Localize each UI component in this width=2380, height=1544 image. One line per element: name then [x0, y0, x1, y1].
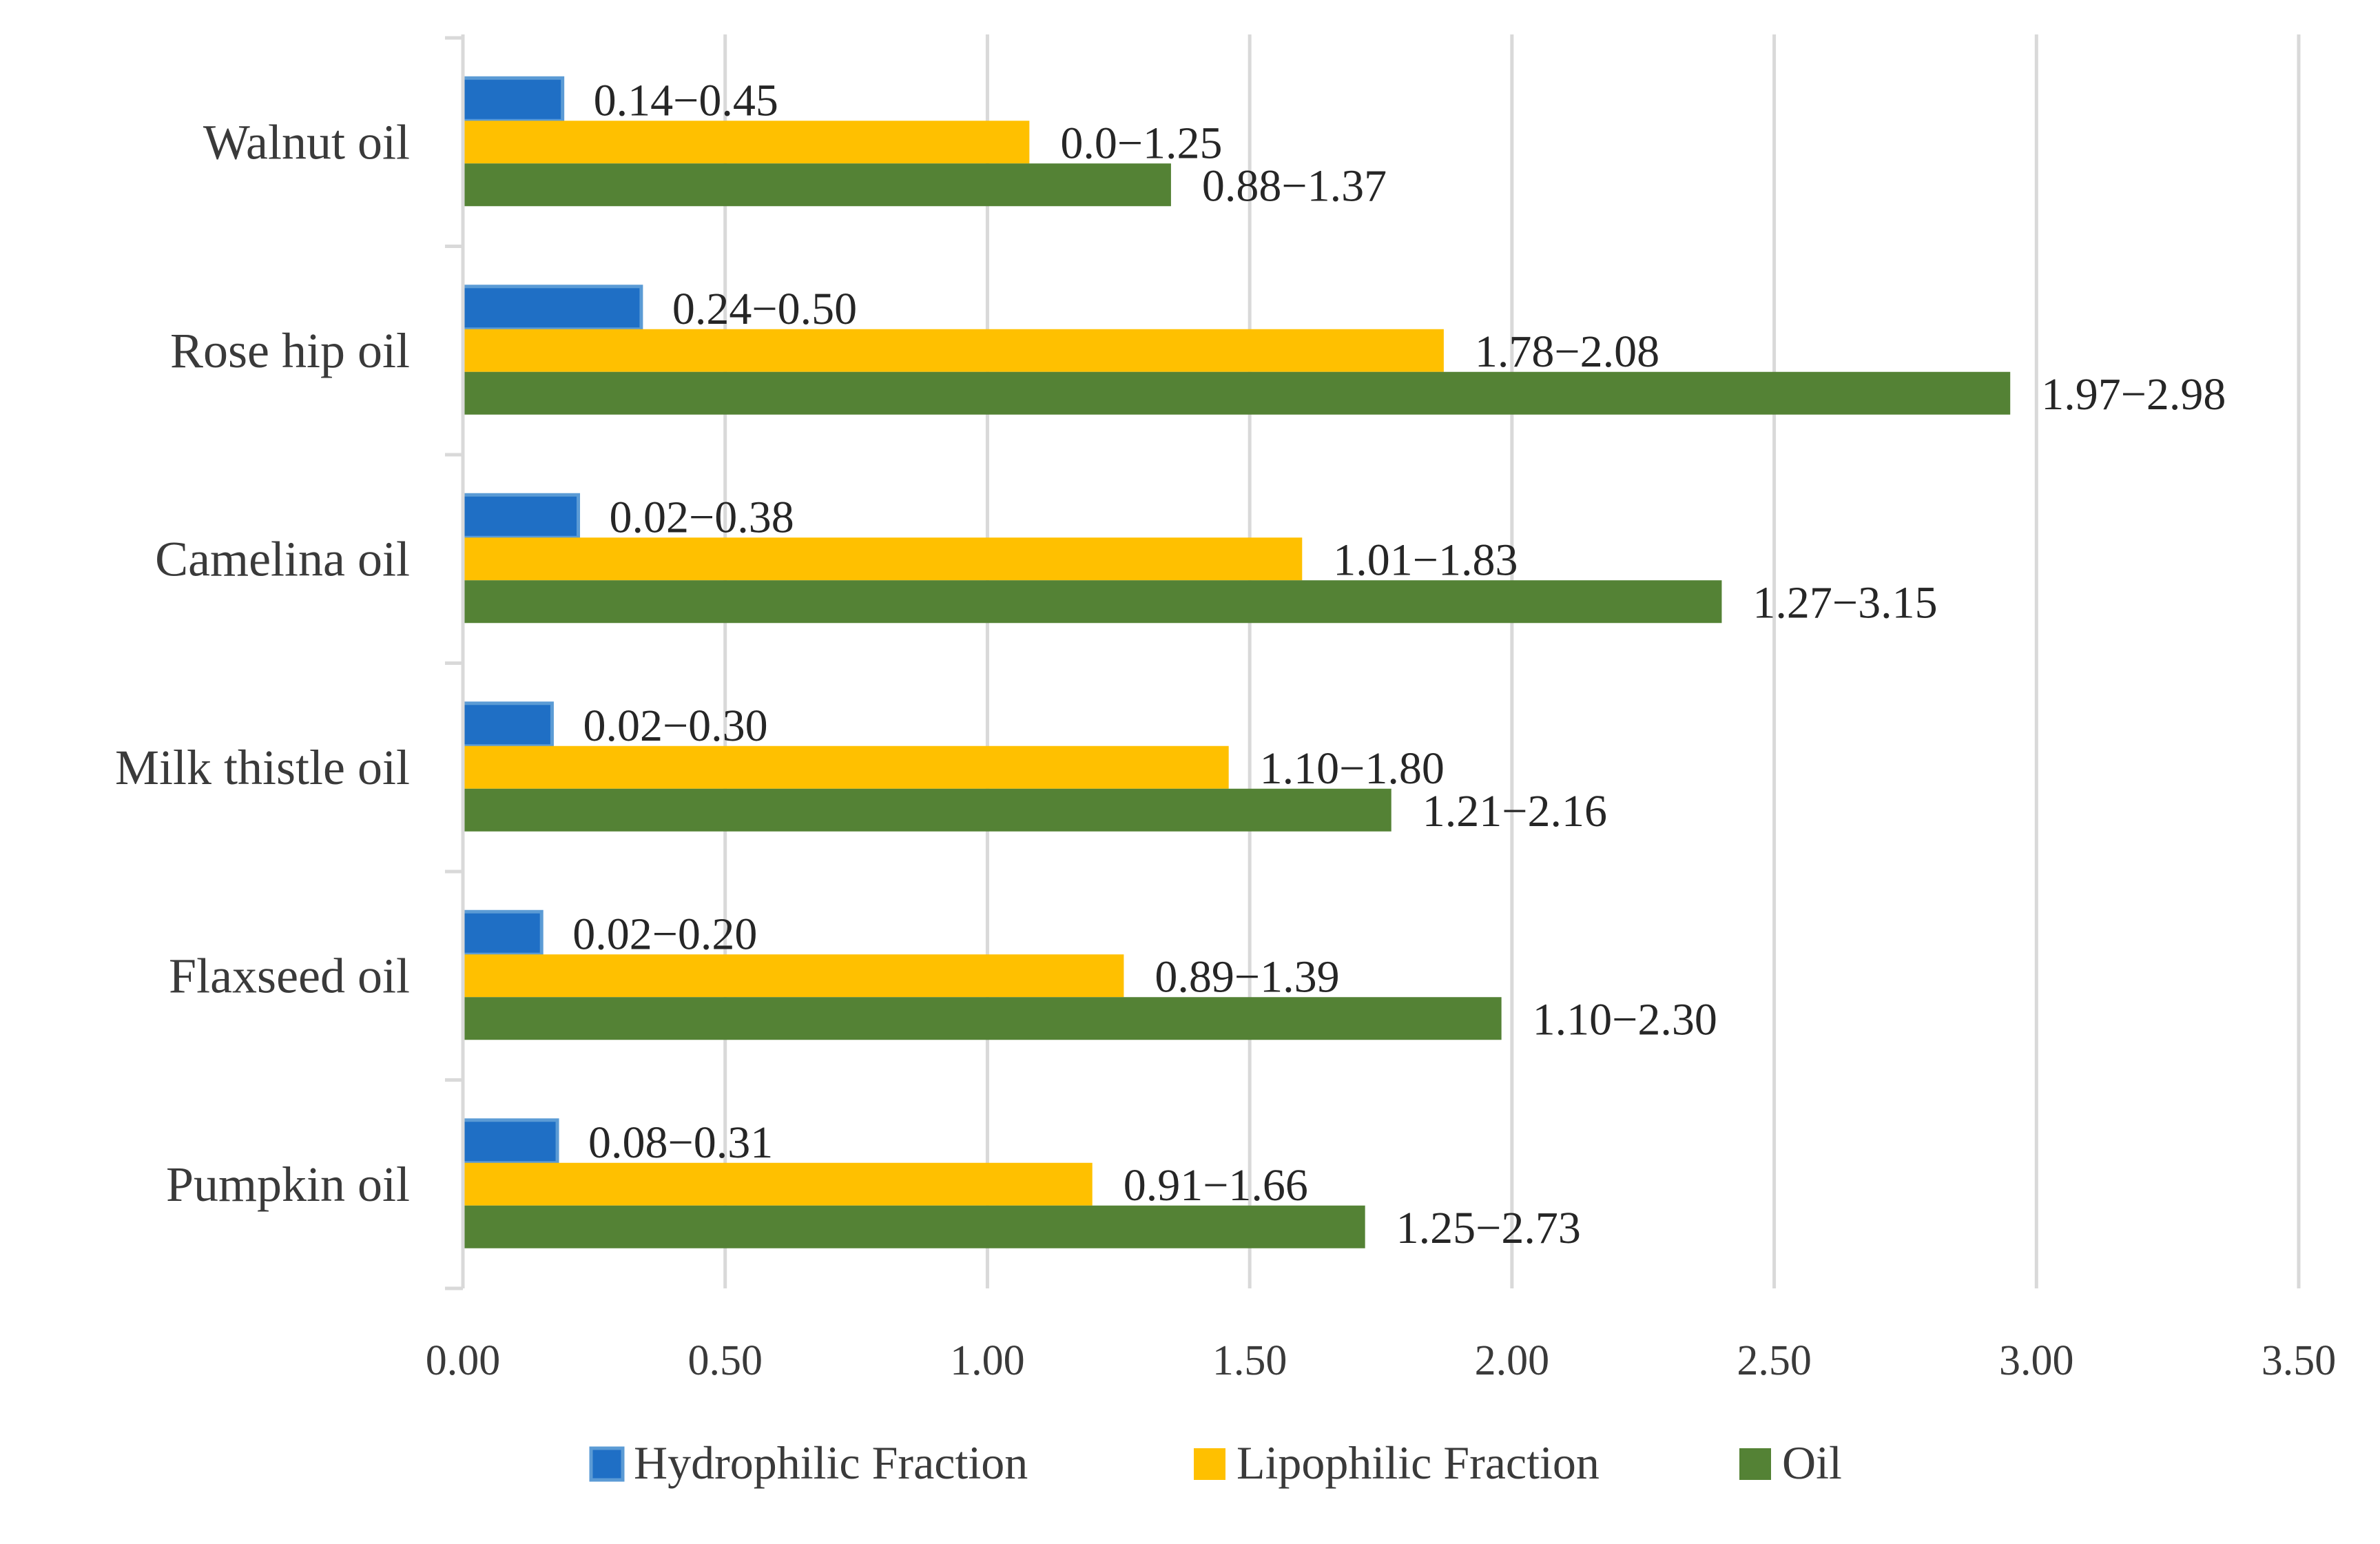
bar-s1-c2 — [463, 537, 1303, 581]
data-label-s2-c3: 1.21−2.16 — [1422, 786, 1607, 836]
data-label-s0-c2: 0.02−0.38 — [610, 492, 794, 542]
legend-label-0: Hydrophilic Fraction — [634, 1437, 1028, 1489]
data-label-s2-c4: 1.10−2.30 — [1533, 994, 1717, 1044]
bar-s2-c2 — [463, 580, 1722, 624]
data-label-s2-c2: 1.27−3.15 — [1752, 577, 1937, 628]
bar-s1-c5 — [463, 1162, 1093, 1206]
data-label-s2-c5: 1.25−2.73 — [1396, 1203, 1581, 1253]
bar-s2-c4 — [463, 997, 1502, 1040]
data-label-s1-c0: 0.0−1.25 — [1060, 118, 1222, 168]
category-label-4: Flaxseed oil — [169, 948, 410, 1003]
data-label-s0-c1: 0.24−0.50 — [672, 284, 857, 334]
category-label-5: Pumpkin oil — [166, 1157, 410, 1212]
category-label-1: Rose hip oil — [170, 323, 410, 378]
bar-s0-c5 — [461, 1118, 559, 1165]
x-tick-label-1: 0.50 — [687, 1337, 763, 1384]
data-label-s0-c3: 0.02−0.30 — [583, 701, 767, 751]
x-tick-label-6: 3.00 — [1999, 1337, 2074, 1384]
bar-s2-c0 — [463, 163, 1171, 207]
bar-s1-c3 — [463, 745, 1229, 789]
bar-s1-c0 — [463, 121, 1030, 164]
data-label-s1-c3: 1.10−1.80 — [1260, 743, 1445, 794]
bar-s0-c0 — [461, 76, 565, 123]
bar-s0-c2 — [461, 493, 581, 539]
category-label-3: Milk thistle oil — [115, 740, 410, 795]
x-tick-label-0: 0.00 — [426, 1337, 501, 1384]
legend-label-1: Lipophilic Fraction — [1236, 1437, 1600, 1489]
legend-swatch-0 — [589, 1446, 625, 1482]
data-label-s1-c2: 1.01−1.83 — [1333, 535, 1518, 585]
data-label-s1-c4: 0.89−1.39 — [1155, 951, 1339, 1002]
bar-s0-c3 — [461, 701, 554, 748]
bar-s1-c4 — [463, 954, 1124, 998]
bar-s1-c1 — [463, 329, 1444, 372]
x-tick-label-4: 2.00 — [1475, 1337, 1550, 1384]
bar-s0-c4 — [461, 909, 544, 956]
bar-s2-c3 — [463, 788, 1391, 832]
bar-s2-c1 — [463, 371, 2011, 415]
data-label-s1-c1: 1.78−2.08 — [1475, 327, 1659, 377]
bar-s2-c5 — [463, 1205, 1365, 1248]
bar-s0-c1 — [461, 285, 643, 331]
legend-swatch-1 — [1194, 1448, 1225, 1480]
legend-swatch-2 — [1739, 1448, 1771, 1480]
x-tick-label-7: 3.50 — [2262, 1337, 2337, 1384]
data-label-s2-c0: 0.88−1.37 — [1202, 161, 1387, 211]
x-tick-label-5: 2.50 — [1737, 1337, 1812, 1384]
data-label-s1-c5: 0.91−1.66 — [1124, 1160, 1308, 1211]
data-label-s0-c4: 0.02−0.20 — [572, 909, 757, 959]
x-tick-label-2: 1.00 — [950, 1337, 1025, 1384]
data-label-s0-c0: 0.14−0.45 — [594, 75, 778, 125]
data-label-s2-c1: 1.97−2.98 — [2041, 369, 2226, 420]
data-label-s0-c5: 0.08−0.31 — [588, 1118, 773, 1168]
legend-label-2: Oil — [1782, 1437, 1842, 1489]
category-label-2: Camelina oil — [155, 531, 410, 586]
x-tick-label-3: 1.50 — [1212, 1337, 1287, 1384]
category-label-0: Walnut oil — [203, 114, 410, 169]
